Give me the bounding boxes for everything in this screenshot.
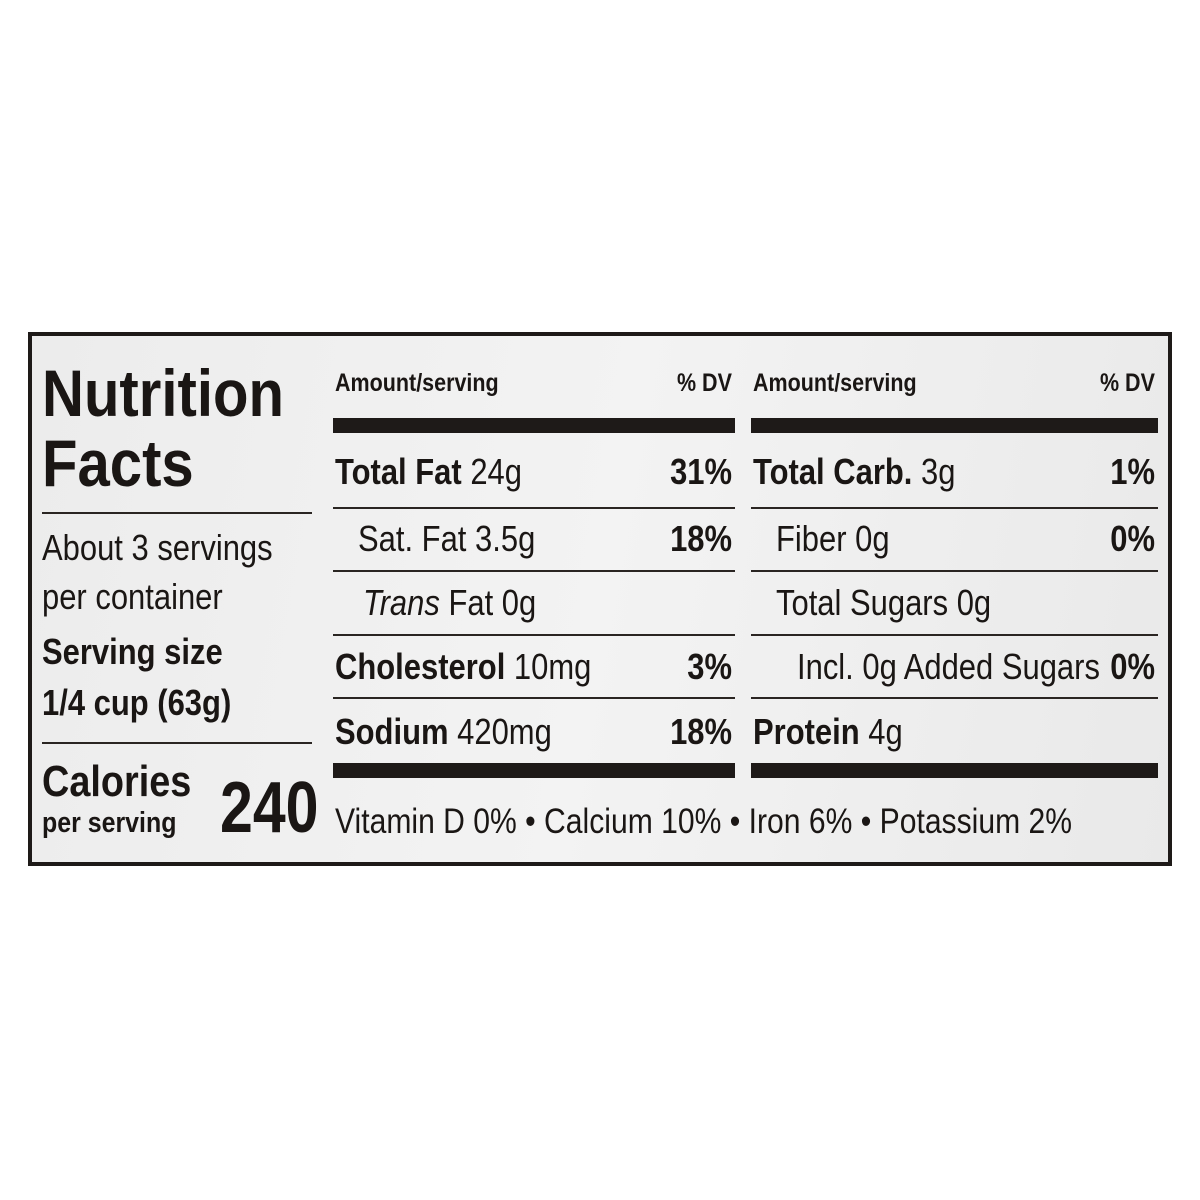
nutrient-dv: 3%: [687, 646, 732, 687]
divider: [751, 570, 1158, 572]
calories-label: Calories: [42, 757, 192, 806]
divider: [333, 570, 735, 572]
divider: [333, 507, 735, 509]
nutrient-name: Protein: [753, 711, 860, 752]
nutrient-amount: 0g: [855, 518, 890, 559]
nutrient-amount: 3g: [921, 451, 956, 492]
thick-divider: [751, 763, 1158, 778]
serving-size-value: 1/4 cup (63g): [42, 682, 232, 723]
nutrient-amount: 3.5g: [475, 518, 536, 559]
nutrient-amount: 0g: [956, 582, 992, 623]
divider: [751, 507, 1158, 509]
nutrient-amount: 10mg: [513, 646, 592, 687]
divider: [751, 634, 1158, 636]
nutrient-row: Cholesterol 10mg: [335, 649, 591, 685]
divider: [751, 697, 1158, 699]
title-line-2: Facts: [42, 426, 194, 500]
thick-divider: [333, 763, 735, 778]
nutrient-row: Protein 4g: [753, 714, 903, 750]
nutrient-name: Fiber: [776, 518, 847, 559]
calories-value: 240: [220, 768, 319, 848]
header-amount: Amount/serving: [335, 369, 499, 397]
nutrient-dv: 18%: [670, 518, 732, 559]
nutrient-name: Sodium: [335, 711, 449, 752]
nutrient-row: Trans Fat 0g: [363, 585, 536, 621]
nutrient-name: Cholesterol: [335, 646, 506, 687]
nutrient-row: Total Sugars 0g: [776, 585, 991, 621]
nutrient-name: Fat: [448, 582, 494, 623]
nutrient-name: Incl. 0g Added Sugars: [797, 646, 1100, 687]
vitamins-minerals: Vitamin D 0% • Calcium 10% • Iron 6% • P…: [335, 802, 1073, 841]
nutrient-dv: 0%: [1110, 646, 1155, 687]
divider: [333, 697, 735, 699]
servings-per-container: About 3 servings: [42, 527, 273, 568]
nutrient-amount: 4g: [868, 711, 903, 752]
header-amount: Amount/serving: [753, 369, 917, 397]
nutrient-row: Sat. Fat 3.5g: [358, 521, 535, 557]
nutrient-row: Fiber 0g: [776, 521, 890, 557]
nutrient-dv: 0%: [1110, 518, 1155, 559]
header-dv: % DV: [677, 369, 732, 397]
divider: [42, 512, 312, 514]
nutrient-dv: 18%: [670, 711, 732, 752]
nutrient-row: Incl. 0g Added Sugars: [797, 649, 1100, 685]
thick-divider: [751, 418, 1158, 433]
divider: [333, 634, 735, 636]
nutrient-row: Sodium 420mg: [335, 714, 552, 750]
nutrient-row: Total Carb. 3g: [753, 454, 955, 490]
serving-size-label: Serving size: [42, 631, 223, 672]
nutrient-name-italic: Trans: [363, 582, 440, 623]
nutrient-dv: 31%: [670, 451, 732, 492]
thick-divider: [333, 418, 735, 433]
title-line-1: Nutrition: [42, 356, 284, 430]
nutrient-dv: 1%: [1110, 451, 1155, 492]
nutrient-name: Total Carb.: [753, 451, 913, 492]
nutrient-name: Sat. Fat: [358, 518, 467, 559]
nutrient-amount: 0g: [501, 582, 537, 623]
nutrient-name: Total Fat: [335, 451, 462, 492]
nutrient-amount: 420mg: [457, 711, 552, 752]
nutrient-amount: 24g: [470, 451, 522, 492]
divider: [42, 742, 312, 744]
nutrient-name: Total Sugars: [776, 582, 949, 623]
nutrient-row: Total Fat 24g: [335, 454, 522, 490]
calories-sublabel: per serving: [42, 807, 177, 839]
header-dv: % DV: [1100, 369, 1155, 397]
servings-per-container-2: per container: [42, 576, 223, 617]
